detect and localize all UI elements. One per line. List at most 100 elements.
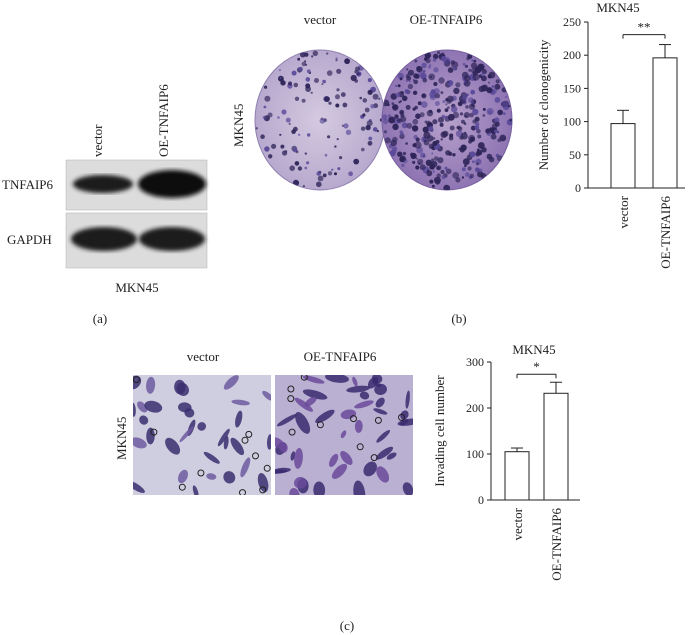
colony-dot-oe bbox=[482, 114, 486, 117]
colony-dot-oe bbox=[401, 122, 408, 129]
colony-dot-oe bbox=[420, 152, 426, 158]
colony-dot-vector bbox=[288, 122, 291, 125]
membrane-pore bbox=[370, 454, 378, 462]
colony-dot-oe bbox=[436, 173, 441, 178]
band-gapdh-oe bbox=[139, 227, 205, 251]
colony-dot-oe bbox=[435, 179, 441, 185]
colony-dot-oe bbox=[429, 164, 435, 170]
colony-dot-oe bbox=[430, 94, 436, 101]
colony-dot-oe bbox=[382, 118, 389, 125]
colony-dot-oe bbox=[478, 168, 483, 173]
membrane-pore bbox=[300, 375, 308, 381]
colony-dot-oe bbox=[494, 129, 498, 133]
colony-dot-vector bbox=[324, 153, 328, 157]
membrane-pore bbox=[263, 464, 271, 472]
colony-dot-vector bbox=[337, 167, 341, 171]
colony-dot-oe bbox=[433, 156, 439, 161]
colony-dot-oe bbox=[481, 147, 487, 153]
colony-dot-vector bbox=[376, 129, 379, 133]
colony-dot-oe bbox=[440, 91, 444, 95]
bar bbox=[652, 57, 678, 189]
panel-a: vector OE-TNFAIP6 TNFAIP6 GAPDH MKN45 (a… bbox=[2, 84, 208, 326]
invading-cell-oe bbox=[294, 448, 303, 469]
invading-cell-oe bbox=[386, 452, 397, 460]
colony-dot-oe bbox=[432, 170, 435, 173]
colony-dot-oe bbox=[423, 131, 431, 139]
colony-dot-vector bbox=[262, 115, 267, 120]
colony-dot-oe bbox=[421, 101, 428, 108]
colony-dot-oe bbox=[433, 88, 440, 95]
significance-marker: * bbox=[533, 359, 540, 374]
colony-dot-vector bbox=[322, 173, 327, 178]
colony-dot-oe bbox=[412, 118, 419, 125]
invading-cell-oe bbox=[331, 463, 348, 479]
colony-dot-oe bbox=[406, 68, 409, 71]
invasion-image-vector bbox=[133, 375, 271, 495]
y-tick-label: 100 bbox=[563, 115, 581, 129]
colony-dot-vector bbox=[334, 145, 337, 148]
colony-dot-oe bbox=[401, 95, 408, 102]
y-tick-label: 0 bbox=[575, 181, 581, 195]
colony-dot-oe bbox=[431, 152, 434, 155]
colony-dot-oe bbox=[405, 104, 411, 110]
invading-cell-oe bbox=[315, 409, 335, 424]
invading-cell-vector bbox=[235, 410, 243, 428]
colony-dot-vector bbox=[343, 123, 349, 129]
invading-cell-vector bbox=[176, 382, 189, 396]
colony-dot-vector bbox=[271, 143, 277, 149]
colony-dot-oe bbox=[412, 160, 416, 164]
colony-dot-oe bbox=[473, 59, 477, 63]
invading-cell-oe bbox=[313, 481, 326, 495]
colony-dot-oe bbox=[400, 132, 404, 136]
colony-dot-vector bbox=[378, 97, 381, 100]
colony-dot-oe bbox=[414, 59, 418, 63]
colony-dot-oe bbox=[399, 156, 405, 163]
colony-dot-vector bbox=[367, 89, 373, 95]
invading-cell-oe bbox=[354, 400, 374, 409]
colony-dot-vector bbox=[264, 146, 270, 152]
colony-dot-vector bbox=[344, 58, 350, 65]
invading-cell-vector bbox=[206, 473, 217, 480]
colony-dot-vector bbox=[335, 57, 338, 60]
colony-dot-vector bbox=[306, 161, 310, 165]
colony-dot-vector bbox=[364, 107, 370, 113]
colony-dot-oe bbox=[471, 160, 475, 164]
invading-cell-vector bbox=[192, 485, 199, 495]
colony-dot-oe bbox=[462, 62, 466, 66]
invading-cell-oe bbox=[374, 383, 387, 396]
colony-dot-oe bbox=[421, 93, 426, 98]
colony-dot-vector bbox=[326, 70, 333, 76]
colony-dot-vector bbox=[281, 109, 287, 115]
colony-dot-oe bbox=[507, 104, 511, 108]
invading-cell-oe bbox=[329, 453, 339, 467]
colony-dot-oe bbox=[434, 101, 440, 106]
colony-dot-oe bbox=[427, 169, 430, 172]
colony-dot-oe bbox=[408, 69, 414, 76]
colony-dot-oe bbox=[425, 159, 433, 166]
colony-dot-vector bbox=[335, 94, 340, 100]
colony-dot-vector bbox=[301, 98, 306, 103]
colony-dot-oe bbox=[432, 119, 438, 125]
colony-dot-vector bbox=[297, 166, 303, 171]
colony-dot-oe bbox=[460, 132, 468, 140]
colony-dot-oe bbox=[392, 123, 399, 131]
colony-dot-oe bbox=[411, 125, 419, 132]
colony-dot-vector bbox=[348, 171, 353, 177]
colony-dot-oe bbox=[422, 77, 428, 83]
image-title-oe-c: OE-TNFAIP6 bbox=[304, 349, 377, 364]
colony-dot-vector bbox=[328, 101, 332, 105]
invading-cell-vector bbox=[165, 437, 181, 455]
colony-dot-vector bbox=[336, 68, 342, 74]
colony-dot-oe bbox=[488, 110, 492, 115]
membrane-pore bbox=[288, 428, 296, 436]
category-label: vector bbox=[510, 507, 525, 540]
membrane-pore bbox=[287, 395, 295, 403]
colony-dot-oe bbox=[468, 139, 472, 144]
panel-label-b: (b) bbox=[451, 311, 466, 326]
colony-dot-oe bbox=[442, 100, 446, 104]
membrane-pore bbox=[150, 428, 158, 436]
colony-dot-oe bbox=[418, 71, 425, 78]
colony-dot-vector bbox=[291, 129, 296, 134]
colony-dot-oe bbox=[451, 106, 458, 113]
